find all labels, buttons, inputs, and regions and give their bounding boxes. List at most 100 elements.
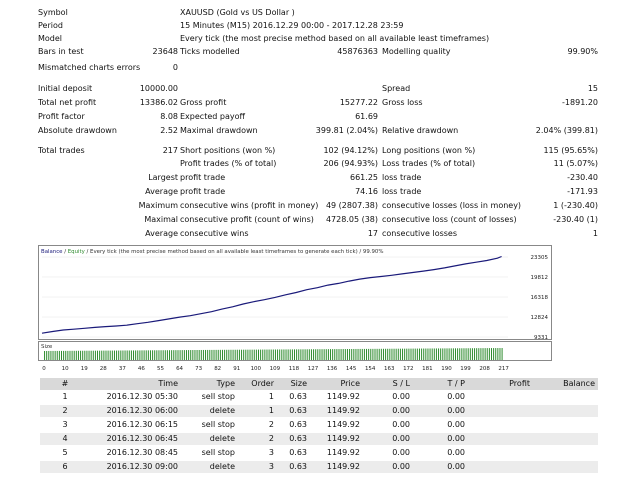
size-bar (431, 348, 433, 360)
cell-size: 0.63 (289, 462, 307, 471)
size-label: Size (41, 344, 53, 350)
size-bar (317, 349, 319, 360)
col-tp[interactable]: T / P (447, 379, 466, 388)
size-bar (486, 348, 488, 360)
size-bar (279, 349, 281, 360)
maximal-cons-profit-label: consecutive profit (count of wins) (180, 215, 314, 224)
table-row[interactable]: 5 2016.12.30 08:45 sell stop 3 0.63 1149.92 0.… (40, 447, 598, 459)
table-row[interactable]: 1 2016.12.30 05:30 sell stop 1 0.63 1149.92 0.… (40, 391, 598, 403)
long-positions-label: Long positions (won %) (382, 146, 476, 155)
size-bar (454, 348, 456, 360)
abs-drawdown-value: 2.52 (160, 126, 178, 135)
size-bar (253, 349, 255, 360)
quality-label: Modelling quality (382, 47, 451, 56)
cell-sl: 0.00 (392, 434, 410, 443)
size-bar (116, 350, 118, 360)
size-bar (270, 349, 272, 360)
size-bar (291, 349, 293, 360)
x-tick-label: 55 (157, 366, 164, 372)
size-bar (90, 350, 92, 360)
col-type[interactable]: Type (216, 379, 235, 388)
chart-legend: Balance / Equity / Every tick (the most … (41, 249, 383, 255)
size-bar (56, 350, 58, 360)
size-bar (124, 350, 126, 360)
cell-number: 6 (62, 462, 68, 471)
col-size[interactable]: Size (290, 379, 307, 388)
x-tick-label: 190 (441, 366, 452, 372)
abs-drawdown-label: Absolute drawdown (38, 126, 117, 135)
size-bar (202, 349, 204, 360)
size-bar (353, 348, 355, 360)
size-bar (427, 348, 429, 360)
size-bar (58, 350, 60, 360)
cell-type: sell stop (201, 420, 235, 429)
cell-price: 1149.92 (326, 462, 360, 471)
table-row[interactable]: 3 2016.12.30 06:15 sell stop 2 0.63 1149.92 0.… (40, 419, 598, 431)
size-bar (374, 348, 376, 360)
col-balance[interactable]: Balance (563, 379, 595, 388)
max-cons-wins-value: 49 (2807.38) (325, 201, 378, 210)
average-label: Average (145, 187, 178, 196)
size-bar (357, 348, 359, 360)
size-bar (499, 348, 501, 360)
cell-time: 2016.12.30 06:15 (106, 420, 178, 429)
size-bar (185, 350, 187, 360)
size-bar (82, 350, 84, 360)
size-bar (99, 350, 101, 360)
size-bar (268, 349, 270, 360)
size-bar (480, 348, 482, 360)
size-bar (289, 349, 291, 360)
y-tick-label: 16318 (531, 295, 549, 301)
size-bar (221, 349, 223, 360)
col-sl[interactable]: S / L (392, 379, 410, 388)
size-bar (258, 349, 259, 360)
size-bar (122, 350, 124, 360)
col-order[interactable]: Order (251, 379, 274, 388)
col-profit[interactable]: Profit (509, 379, 530, 388)
size-bar (266, 349, 268, 360)
size-bar (65, 350, 67, 360)
col-price[interactable]: Price (340, 379, 360, 388)
table-row[interactable]: 6 2016.12.30 09:00 delete 3 0.63 1149.92 0.00 0… (40, 461, 598, 473)
profit-factor-value: 8.08 (160, 112, 178, 121)
size-bar (465, 348, 467, 360)
size-bar (272, 349, 274, 360)
avg-cons-losses-label: consecutive losses (382, 229, 458, 238)
size-bar (332, 349, 334, 360)
table-row[interactable]: 4 2016.12.30 06:45 delete 2 0.63 1149.92 0.00 0… (40, 433, 598, 445)
size-bar (440, 348, 442, 360)
x-tick-label: 199 (460, 366, 471, 372)
symbol-value: XAUUSD (Gold vs US Dollar ) (180, 8, 295, 17)
size-bar (137, 350, 139, 360)
spread-label: Spread (382, 84, 411, 93)
size-bar (366, 348, 368, 360)
size-bar (444, 348, 446, 360)
cell-tp: 0.00 (447, 448, 465, 457)
size-bar (111, 350, 113, 360)
x-tick-label: 208 (479, 366, 490, 372)
cell-size: 0.63 (289, 406, 307, 415)
col-number[interactable]: # (61, 379, 69, 388)
maximal-cons-profit-value: 4728.05 (38) (325, 215, 378, 224)
cell-time: 2016.12.30 08:45 (106, 448, 178, 457)
size-bar (154, 350, 156, 360)
x-tick-label: 82 (214, 366, 221, 372)
size-bar (323, 349, 325, 360)
cell-order: 1 (268, 406, 274, 415)
col-time[interactable]: Time (158, 379, 178, 388)
size-bar (71, 350, 73, 360)
table-row[interactable]: 2 2016.12.30 06:00 delete 1 0.63 1149.92 0.00 0… (40, 405, 598, 417)
y-tick-label: 19812 (531, 275, 549, 281)
size-bar (429, 348, 431, 360)
gross-profit-label: Gross profit (180, 98, 227, 107)
cell-price: 1149.92 (326, 420, 360, 429)
size-bar (391, 348, 393, 360)
x-tick-label: 172 (403, 366, 414, 372)
size-bar (209, 349, 211, 360)
cell-number: 2 (62, 406, 68, 415)
cell-sl: 0.00 (392, 420, 410, 429)
size-bar (395, 348, 397, 360)
size-bar (241, 349, 243, 360)
size-bar (141, 350, 143, 360)
size-bar (478, 348, 480, 360)
